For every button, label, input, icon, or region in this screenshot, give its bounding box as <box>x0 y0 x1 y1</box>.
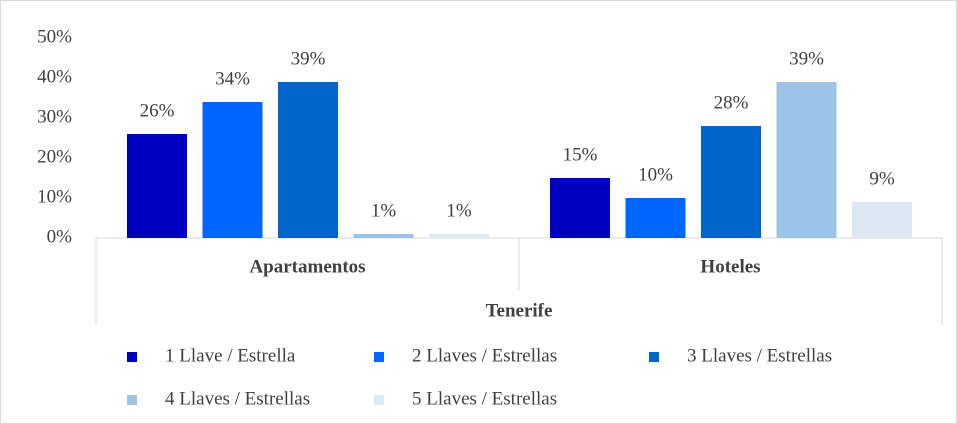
bar <box>127 134 187 238</box>
legend-swatch <box>649 352 659 362</box>
legend-label: 2 Llaves / Estrellas <box>412 345 557 366</box>
x-tick-label: Apartamentos <box>249 256 365 277</box>
data-label: 1% <box>371 200 397 221</box>
data-label: 39% <box>789 48 824 69</box>
data-label: 28% <box>714 92 749 113</box>
legend-label: 5 Llaves / Estrellas <box>412 388 557 409</box>
data-label: 39% <box>291 48 326 69</box>
y-tick-label: 40% <box>37 66 72 87</box>
x-tick-label: Hoteles <box>700 256 760 277</box>
legend-swatch <box>127 352 137 362</box>
legend-label: 1 Llave / Estrella <box>165 345 296 366</box>
legend-label: 3 Llaves / Estrellas <box>687 345 832 366</box>
data-label: 9% <box>869 168 895 189</box>
bar <box>701 126 761 238</box>
y-tick-label: 10% <box>37 186 72 207</box>
data-label: 26% <box>140 100 175 121</box>
bar <box>550 178 610 238</box>
data-label: 10% <box>638 164 673 185</box>
legend-swatch <box>374 352 384 362</box>
legend-swatch <box>127 395 137 405</box>
y-tick-label: 30% <box>37 106 72 127</box>
legend-label: 4 Llaves / Estrellas <box>165 388 310 409</box>
bar <box>353 234 414 238</box>
bar <box>776 82 837 238</box>
legend-swatch <box>374 395 384 405</box>
bar <box>429 234 489 238</box>
y-tick-label: 20% <box>37 146 72 167</box>
group-label: Tenerife <box>486 300 553 321</box>
data-label: 34% <box>215 68 250 89</box>
y-tick-label: 50% <box>37 26 72 47</box>
y-tick-label: 0% <box>47 226 73 247</box>
bar <box>852 202 912 238</box>
data-label: 1% <box>446 200 472 221</box>
data-label: 15% <box>563 144 598 165</box>
bar <box>278 82 338 238</box>
bar <box>625 198 686 238</box>
bar <box>202 102 263 238</box>
